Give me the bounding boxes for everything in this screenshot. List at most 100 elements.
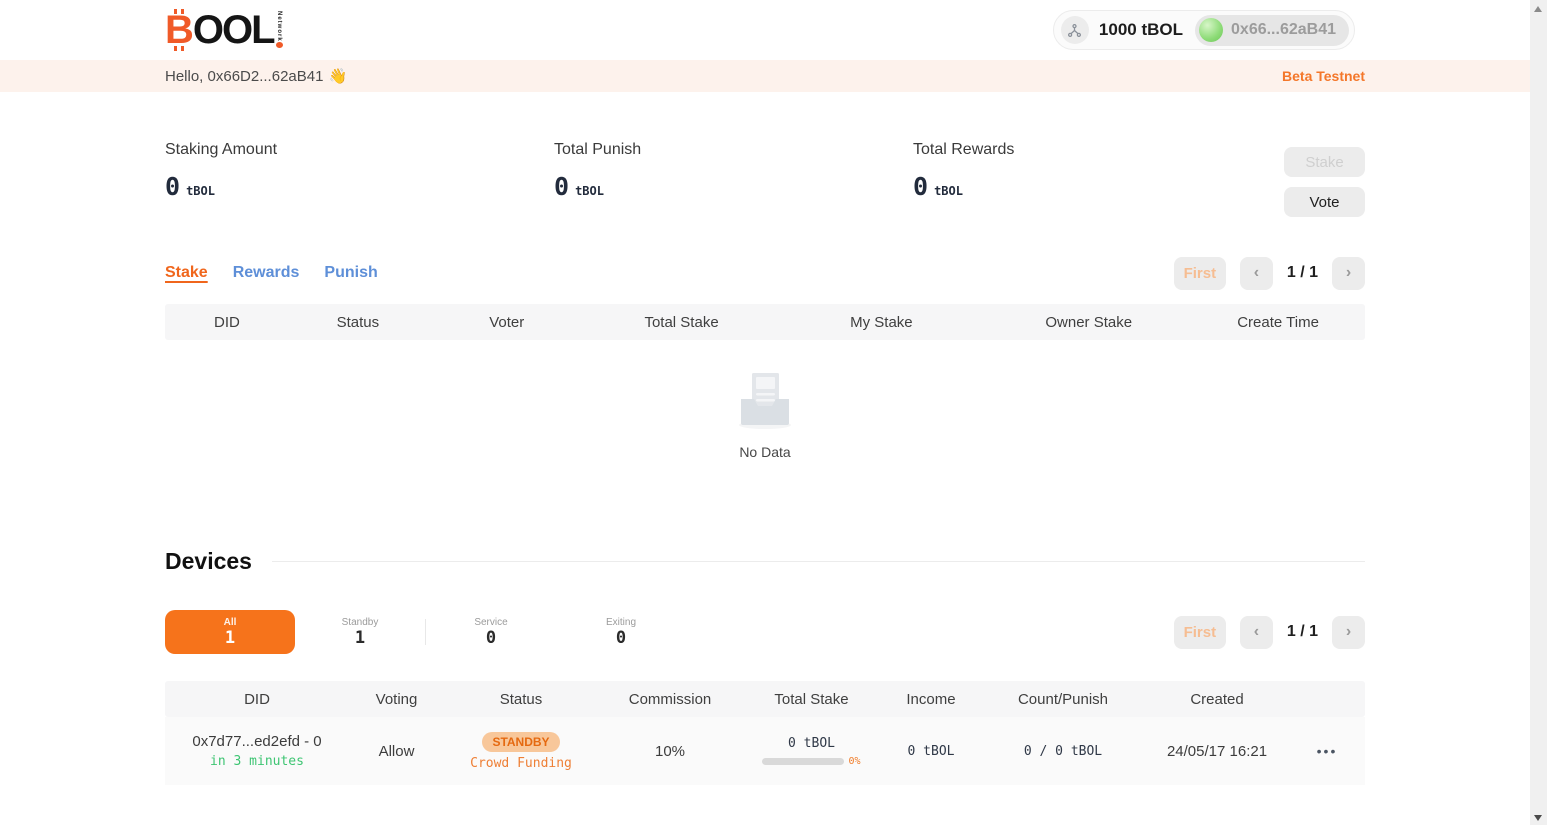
vertical-scrollbar[interactable] [1530,0,1547,825]
col-owner-stake: Owner Stake [1045,313,1133,331]
no-data-icon [735,369,795,436]
stat-label: Total Punish [554,141,642,158]
devices-table-header: DID Voting Status Commission Total Stake… [165,681,1365,717]
devices-title: Devices [165,548,252,574]
devices-page-indicator: 1 / 1 [1286,623,1318,640]
col-total-stake: Total Stake [774,690,849,708]
logo-side: Network [275,8,283,48]
device-count-punish: 0 / 0 tBOL [1023,743,1103,759]
first-page-button[interactable]: First [1173,256,1226,290]
filter-label: Exiting [605,616,636,628]
scroll-down-icon[interactable] [1534,815,1542,821]
tab-punish[interactable]: Punish [324,264,378,281]
stake-progress-pct: 0% [848,755,861,767]
stake-table-empty: No Data [165,340,1365,488]
filter-value: 0 [615,627,627,648]
filter-exiting[interactable]: Exiting 0 [556,610,686,654]
device-created: 24/05/17 16:21 [1166,742,1268,760]
wallet-address: 0x66...62aB41 [1231,21,1336,38]
col-voting: Voting [375,690,418,708]
col-count-punish: Count/Punish [1017,690,1109,708]
device-table-row: 0x7d77...ed2efd - 0 in 3 minutes Allow S… [165,717,1365,785]
col-status: Status [499,690,543,708]
tab-stake[interactable]: Stake [165,264,208,281]
stat-label: Staking Amount [165,141,278,158]
col-my-stake: My Stake [850,313,913,331]
page-indicator: 1 / 1 [1286,264,1318,281]
device-did-cell: 0x7d77...ed2efd - 0 in 3 minutes [165,733,349,769]
col-income: Income [906,690,956,708]
main-content: Staking Amount 0 tBOL Total Punish 0 tBO… [165,141,1365,785]
stake-pagination: First ‹ 1 / 1 › [1173,256,1365,290]
stat-unit: tBOL [575,184,604,198]
filter-value: 0 [485,627,497,648]
devices-next-page-button[interactable]: › [1332,615,1365,649]
devices-pagination: First ‹ 1 / 1 › [1173,615,1365,649]
beta-testnet-label: Beta Testnet [1282,68,1365,84]
stat-unit: tBOL [934,184,963,198]
network-node-icon [1060,16,1089,44]
device-filters: All 1 Standby 1 Service 0 Exiting 0 Firs… [165,610,1365,654]
filter-label: All [223,616,237,628]
tabs-row: Stake Rewards Punish First ‹ 1 / 1 › [165,255,1365,291]
vote-button[interactable]: Vote [1284,187,1365,217]
stake-progress-bar [762,757,845,765]
greeting-text: Hello, 0x66D2...62aB41 [165,67,324,85]
stats-row: Staking Amount 0 tBOL Total Punish 0 tBO… [165,141,1365,227]
col-create-time: Create Time [1237,313,1319,331]
stat-unit: tBOL [186,184,215,198]
stat-total-punish: Total Punish 0 tBOL [554,141,641,201]
status-badge: STANDBY [482,731,560,752]
devices-prev-page-button[interactable]: ‹ [1239,615,1273,649]
stake-button[interactable]: Stake [1284,147,1365,177]
devices-section-header: Devices [165,548,1365,575]
next-page-button[interactable]: › [1332,256,1365,290]
total-stake-value: 0 tBOL [788,735,835,751]
device-did: 0x7d77...ed2efd - 0 [192,733,322,750]
col-voter: Voter [489,313,525,331]
filter-value: 1 [354,627,366,648]
filter-label: Service [474,616,508,628]
stat-total-rewards: Total Rewards 0 tBOL [913,141,1014,201]
wallet-pill[interactable]: 1000 tBOL 0x66...62aB41 [1052,10,1355,50]
col-status: Status [336,313,380,331]
device-income: 0 tBOL [907,743,955,759]
filter-divider [425,619,426,645]
devices-first-page-button[interactable]: First [1173,615,1226,649]
scroll-up-icon[interactable] [1534,6,1542,12]
filter-service[interactable]: Service 0 [426,610,556,654]
no-data-text: No Data [739,443,791,460]
logo-dot [275,41,283,48]
stat-value: 0 [554,172,570,201]
device-commission: 10% [654,742,686,760]
row-actions-menu[interactable]: ••• [1316,743,1338,759]
stat-label: Total Rewards [913,141,1015,158]
divider-line [271,561,1365,562]
device-total-stake-cell: 0 tBOL 0% [742,736,881,767]
filter-label: Standby [341,616,379,628]
stake-tabs: Stake Rewards Punish [165,264,378,282]
hello-bar: Hello, 0x66D2...62aB41 👋 Beta Testnet [0,60,1547,92]
prev-page-button[interactable]: ‹ [1239,256,1273,290]
col-did: DID [214,313,240,331]
col-did: DID [244,690,270,708]
logo-ool-text: OOL [192,8,276,52]
col-created: Created [1190,690,1244,708]
col-total-stake: Total Stake [644,313,719,331]
top-header: B OOL Network 1000 tBOL 0x66...62aB41 [0,0,1547,60]
device-voting: Allow [378,742,415,760]
filter-standby[interactable]: Standby 1 [295,610,425,654]
filter-all[interactable]: All 1 [165,610,295,654]
stake-table-header: DID Status Voter Total Stake My Stake Ow… [165,304,1365,340]
device-time-note: in 3 minutes [210,754,304,769]
col-commission: Commission [628,690,712,708]
tab-rewards[interactable]: Rewards [232,264,300,281]
stat-value: 0 [913,172,929,201]
bitcoin-b-glyph: B [165,8,194,52]
device-status-cell: STANDBY Crowd Funding [444,731,598,771]
wallet-address-pill[interactable]: 0x66...62aB41 [1195,14,1349,46]
wallet-balance: 1000 tBOL [1098,20,1184,39]
wave-emoji: 👋 [328,68,348,85]
bool-network-logo[interactable]: B OOL Network [165,8,283,52]
